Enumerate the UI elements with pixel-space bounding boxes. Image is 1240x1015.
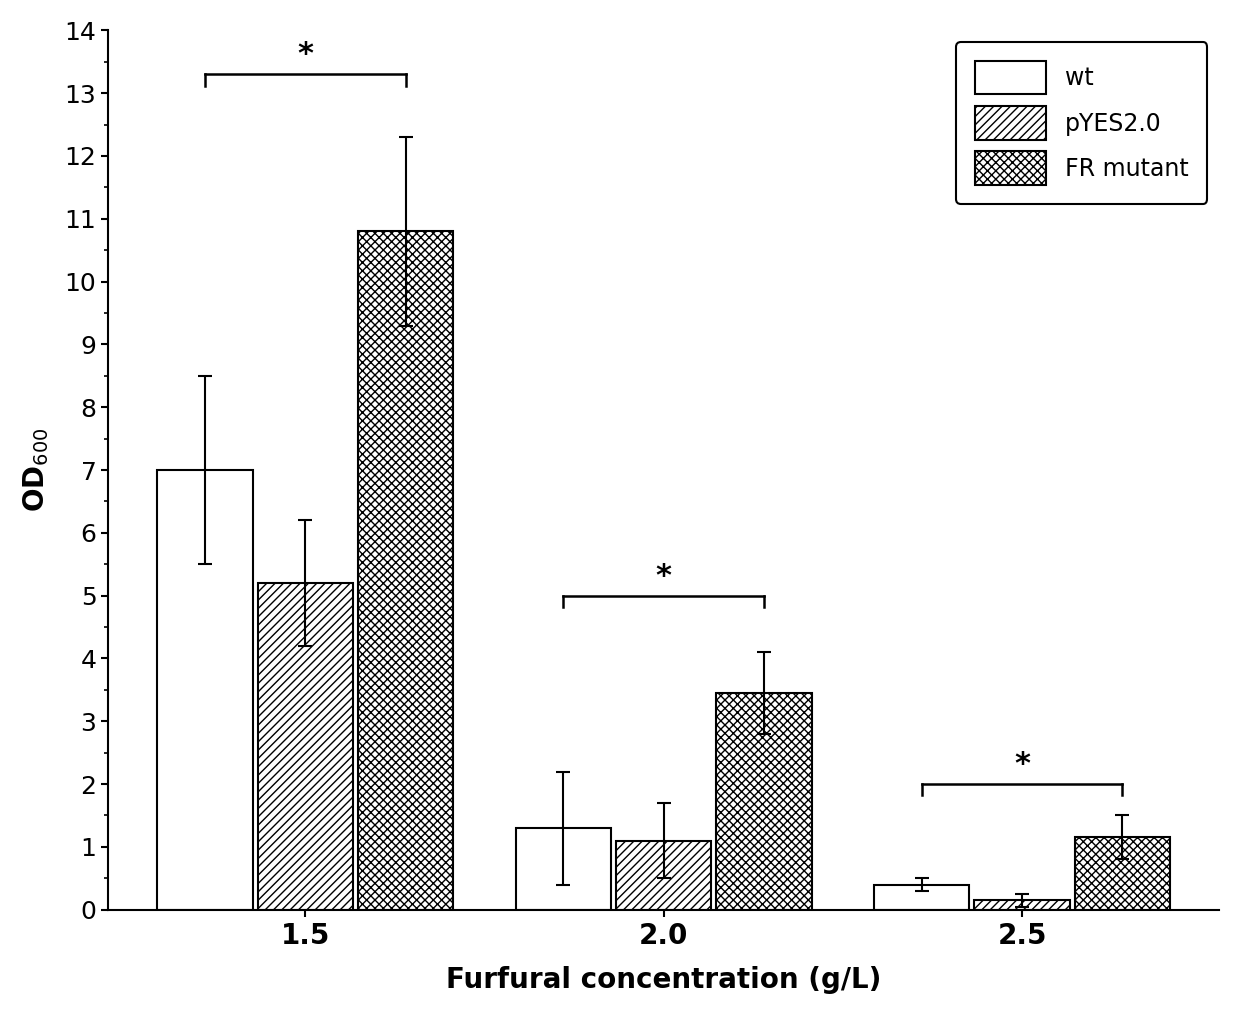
Bar (874, 884, 970, 909)
Text: *: * (656, 561, 672, 591)
Bar (258, 583, 353, 909)
Bar (516, 828, 611, 909)
Y-axis label: OD$_{600}$: OD$_{600}$ (21, 427, 51, 513)
Bar (1075, 837, 1171, 909)
X-axis label: Furfural concentration (g/L): Furfural concentration (g/L) (446, 966, 882, 994)
Text: *: * (298, 41, 314, 69)
Text: *: * (1014, 750, 1030, 780)
Bar (975, 900, 1070, 909)
Legend: wt, pYES2.0, FR mutant: wt, pYES2.0, FR mutant (956, 43, 1208, 204)
Bar (157, 470, 253, 909)
Bar (616, 840, 712, 909)
Bar (358, 231, 454, 909)
Bar (717, 693, 812, 909)
